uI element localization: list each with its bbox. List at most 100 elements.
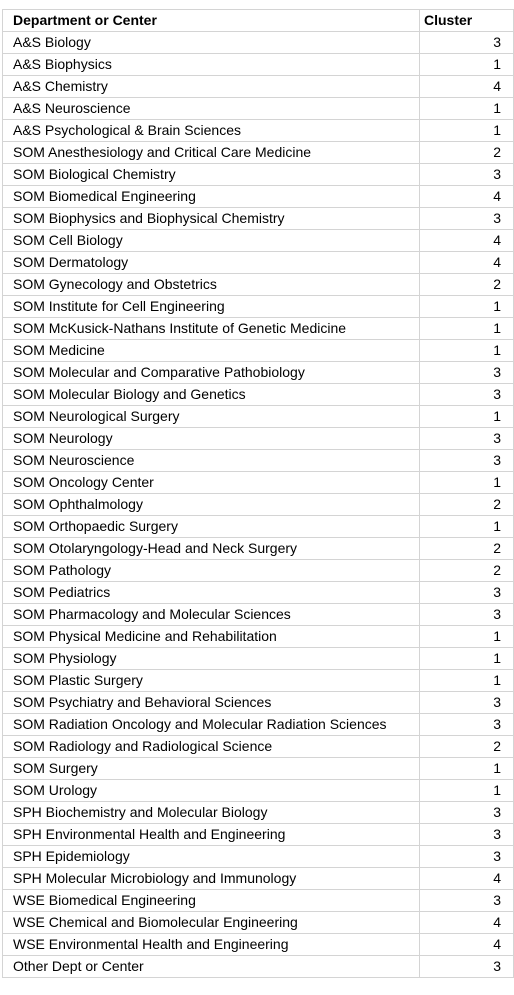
department-cell[interactable]: SOM Biophysics and Biophysical Chemistry [2,207,420,230]
department-cell[interactable]: SOM Molecular and Comparative Pathobiolo… [2,361,420,384]
cluster-cell[interactable]: 3 [419,163,514,186]
department-cell[interactable]: SPH Environmental Health and Engineering [2,823,420,846]
cluster-cell[interactable]: 3 [419,603,514,626]
cluster-cell[interactable]: 4 [419,229,514,252]
department-cell[interactable]: SOM Biological Chemistry [2,163,420,186]
header-cell-department[interactable]: Department or Center [2,9,420,32]
department-cell[interactable]: SOM Urology [2,779,420,802]
cluster-cell[interactable]: 2 [419,559,514,582]
cluster-cell[interactable]: 3 [419,889,514,912]
cluster-cell[interactable]: 4 [419,75,514,98]
cluster-cell[interactable]: 1 [419,515,514,538]
department-cell[interactable]: SPH Molecular Microbiology and Immunolog… [2,867,420,890]
department-cell[interactable]: SPH Biochemistry and Molecular Biology [2,801,420,824]
department-cell[interactable]: SOM Neurological Surgery [2,405,420,428]
cluster-cell[interactable]: 1 [419,757,514,780]
department-cell[interactable]: SOM Neuroscience [2,449,420,472]
department-cell[interactable]: SOM Physiology [2,647,420,670]
cluster-cell[interactable]: 1 [419,669,514,692]
table-row: SOM Radiation Oncology and Molecular Rad… [2,713,514,736]
department-cell[interactable]: SOM Institute for Cell Engineering [2,295,420,318]
header-cell-cluster[interactable]: Cluster [419,9,514,32]
cluster-cell[interactable]: 1 [419,405,514,428]
cluster-cell[interactable]: 4 [419,251,514,274]
department-cell[interactable]: A&S Biology [2,31,420,54]
department-cell[interactable]: SOM Physical Medicine and Rehabilitation [2,625,420,648]
table-row: WSE Biomedical Engineering 3 [2,889,514,912]
department-cell[interactable]: Other Dept or Center [2,955,420,978]
cluster-cell[interactable]: 3 [419,955,514,978]
department-cell[interactable]: WSE Chemical and Biomolecular Engineerin… [2,911,420,934]
table-row: SOM Biological Chemistry 3 [2,163,514,186]
cluster-cell[interactable]: 1 [419,339,514,362]
department-cell[interactable]: SOM Ophthalmology [2,493,420,516]
department-cell[interactable]: SOM Pathology [2,559,420,582]
department-cell[interactable]: A&S Biophysics [2,53,420,76]
cluster-cell[interactable]: 3 [419,801,514,824]
department-cell[interactable]: SOM Neurology [2,427,420,450]
cluster-cell[interactable]: 1 [419,119,514,142]
department-cell[interactable]: A&S Psychological & Brain Sciences [2,119,420,142]
department-cell[interactable]: SOM Pediatrics [2,581,420,604]
cluster-cell[interactable]: 2 [419,735,514,758]
cluster-cell[interactable]: 1 [419,295,514,318]
department-cell[interactable]: SOM Molecular Biology and Genetics [2,383,420,406]
department-cell[interactable]: A&S Chemistry [2,75,420,98]
cluster-cell[interactable]: 3 [419,449,514,472]
cluster-cell[interactable]: 4 [419,867,514,890]
cluster-cell[interactable]: 1 [419,317,514,340]
cluster-cell[interactable]: 2 [419,273,514,296]
department-cell[interactable]: SOM Oncology Center [2,471,420,494]
cluster-cell[interactable]: 3 [419,845,514,868]
cluster-cell[interactable]: 3 [419,31,514,54]
table-row: SOM Biophysics and Biophysical Chemistry… [2,207,514,230]
table-row: SOM Dermatology 4 [2,251,514,274]
cluster-cell[interactable]: 1 [419,779,514,802]
department-cell[interactable]: SOM Surgery [2,757,420,780]
table-row: SOM Neuroscience 3 [2,449,514,472]
department-cell[interactable]: SOM Biomedical Engineering [2,185,420,208]
department-cell[interactable]: SOM Cell Biology [2,229,420,252]
cluster-cell[interactable]: 3 [419,361,514,384]
table-row: SOM Plastic Surgery 1 [2,669,514,692]
cluster-cell[interactable]: 3 [419,581,514,604]
cluster-cell[interactable]: 4 [419,185,514,208]
cluster-cell[interactable]: 1 [419,625,514,648]
cluster-cell[interactable]: 3 [419,691,514,714]
table-row: SOM Radiology and Radiological Science 2 [2,735,514,758]
cluster-cell[interactable]: 2 [419,493,514,516]
cluster-cell[interactable]: 2 [419,537,514,560]
cluster-cell[interactable]: 3 [419,427,514,450]
department-cell[interactable]: SOM Medicine [2,339,420,362]
department-cell[interactable]: A&S Neuroscience [2,97,420,120]
department-cell[interactable]: SOM Otolaryngology-Head and Neck Surgery [2,537,420,560]
department-cell[interactable]: SPH Epidemiology [2,845,420,868]
table-row: Other Dept or Center 3 [2,955,514,978]
table-row: SOM Institute for Cell Engineering 1 [2,295,514,318]
cluster-cell[interactable]: 4 [419,911,514,934]
department-cell[interactable]: SOM Pharmacology and Molecular Sciences [2,603,420,626]
cluster-cell[interactable]: 3 [419,713,514,736]
department-cell[interactable]: SOM Psychiatry and Behavioral Sciences [2,691,420,714]
department-cell[interactable]: SOM McKusick-Nathans Institute of Geneti… [2,317,420,340]
cluster-cell[interactable]: 1 [419,647,514,670]
department-cell[interactable]: SOM Gynecology and Obstetrics [2,273,420,296]
cluster-cell[interactable]: 1 [419,471,514,494]
department-cell[interactable]: SOM Orthopaedic Surgery [2,515,420,538]
department-cell[interactable]: SOM Anesthesiology and Critical Care Med… [2,141,420,164]
cluster-cell[interactable]: 3 [419,823,514,846]
cluster-cell[interactable]: 3 [419,383,514,406]
cluster-cell[interactable]: 1 [419,53,514,76]
department-cell[interactable]: SOM Plastic Surgery [2,669,420,692]
cluster-cell[interactable]: 3 [419,207,514,230]
cluster-cell[interactable]: 1 [419,97,514,120]
department-cell[interactable]: WSE Environmental Health and Engineering [2,933,420,956]
table-row: SOM Physical Medicine and Rehabilitation… [2,625,514,648]
department-cell[interactable]: SOM Dermatology [2,251,420,274]
department-cell[interactable]: SOM Radiology and Radiological Science [2,735,420,758]
cluster-cell[interactable]: 4 [419,933,514,956]
department-cell[interactable]: WSE Biomedical Engineering [2,889,420,912]
department-cell[interactable]: SOM Radiation Oncology and Molecular Rad… [2,713,420,736]
cluster-cell[interactable]: 2 [419,141,514,164]
table-row: SOM Gynecology and Obstetrics 2 [2,273,514,296]
